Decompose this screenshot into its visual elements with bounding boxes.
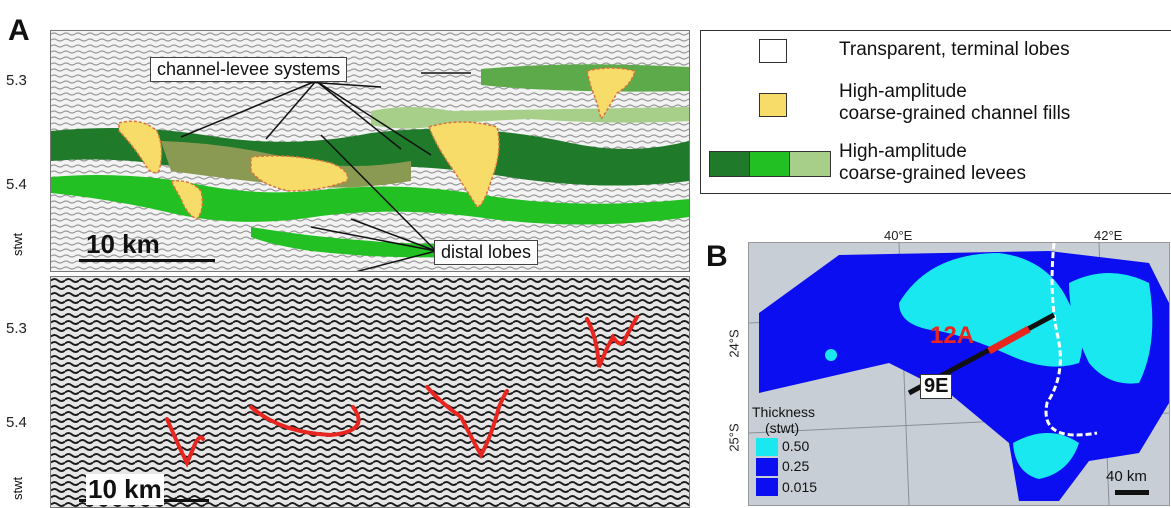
ytick-bottom-53: 5.3 — [6, 320, 27, 337]
lat-label-24: 24°S — [726, 329, 742, 358]
scale-label-bottom: 10 km — [86, 474, 164, 505]
channel-fill-3 — [250, 155, 349, 192]
thickness-swatch-025 — [756, 458, 778, 476]
line-label-12a: 12A — [930, 322, 975, 349]
channel-fill-5 — [586, 67, 636, 121]
levee-top-right-green — [481, 64, 689, 92]
thickness-cyan-east — [1069, 273, 1153, 384]
legend-swatch-transparent — [759, 39, 787, 63]
line-label-9e: 9E — [920, 374, 953, 399]
legend: Transparent, terminal lobes High-amplitu… — [700, 30, 1171, 194]
thickness-title: Thickness — [752, 404, 816, 420]
callout-distal-lobes: distal lobes — [434, 240, 539, 265]
axis-label-bottom: stwt — [10, 476, 25, 500]
legend-item-levees-l2: coarse-grained levees — [839, 163, 1026, 184]
seismic-raw-panel — [50, 276, 690, 508]
thickness-swatch-0015 — [756, 478, 778, 496]
legend-item-fills-l1: High-amplitude — [839, 81, 967, 102]
thickness-swatch-050 — [756, 438, 778, 456]
thickness-value-025: 0.25 — [782, 458, 810, 474]
thickness-cyan-main — [899, 253, 1083, 367]
annotation-arrows — [180, 72, 471, 271]
scale-bar-top-line — [79, 259, 215, 262]
lon-label-42: 42°E — [1094, 228, 1123, 243]
legend-swatch-light-green — [789, 151, 831, 177]
legend-swatch-bright-green — [749, 151, 791, 177]
seismic-line-12a-segment — [987, 325, 1031, 355]
levee-bright-green-lower — [251, 227, 451, 258]
channel-path — [1044, 243, 1098, 437]
thickness-value-0015: 0.015 — [782, 479, 818, 495]
thickness-cyan-spot — [825, 349, 837, 361]
channel-fill-4 — [428, 121, 500, 208]
map-scale-label: 40 km — [1106, 468, 1147, 485]
scale-label-top: 10 km — [86, 229, 160, 259]
thickness-map — [748, 242, 1170, 506]
ytick-top-54: 5.4 — [6, 176, 27, 193]
legend-item-fills-l2: coarse-grained channel fills — [839, 103, 1071, 124]
seismic-raw-svg — [51, 277, 689, 507]
thickness-unit: (stwt) — [765, 420, 800, 436]
levee-bright-green — [51, 175, 689, 225]
axis-label-top: stwt — [10, 232, 25, 256]
thickness-value-050: 0.50 — [782, 438, 810, 454]
lon-label-40: 40°E — [884, 228, 913, 243]
legend-item-transparent: Transparent, terminal lobes — [839, 39, 1070, 60]
lat-label-25: 25°S — [726, 423, 742, 452]
thickness-cyan-south — [1013, 433, 1079, 479]
channel-fill-2 — [169, 179, 204, 220]
map-scale-bar — [1115, 490, 1149, 495]
ytick-top-53: 5.3 — [6, 72, 27, 89]
legend-swatch-yellow — [759, 93, 787, 117]
panel-a-letter: A — [8, 14, 30, 47]
channel-fill-1 — [118, 120, 163, 174]
ytick-bottom-54: 5.4 — [6, 414, 27, 431]
red-channel-picks — [165, 315, 639, 468]
legend-swatch-dark-green — [709, 151, 751, 177]
panel-b-letter: B — [706, 240, 728, 273]
thickness-map-svg — [749, 243, 1169, 505]
callout-channel-levee: channel-levee systems — [150, 57, 348, 82]
legend-item-levees-l1: High-amplitude — [839, 141, 967, 162]
